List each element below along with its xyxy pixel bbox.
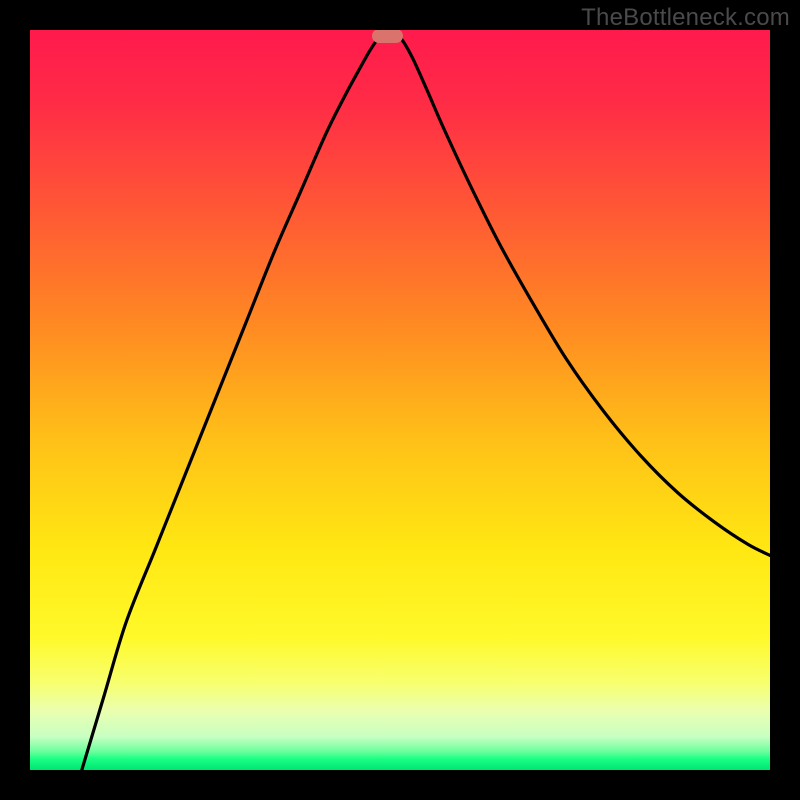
watermark-text: TheBottleneck.com [581,4,790,32]
chart-container: TheBottleneck.com [0,0,800,800]
curve-right [400,37,770,555]
curve-left [82,37,379,770]
plot-area [30,30,770,770]
bottleneck-curves [30,30,770,770]
optimum-marker [372,30,403,43]
